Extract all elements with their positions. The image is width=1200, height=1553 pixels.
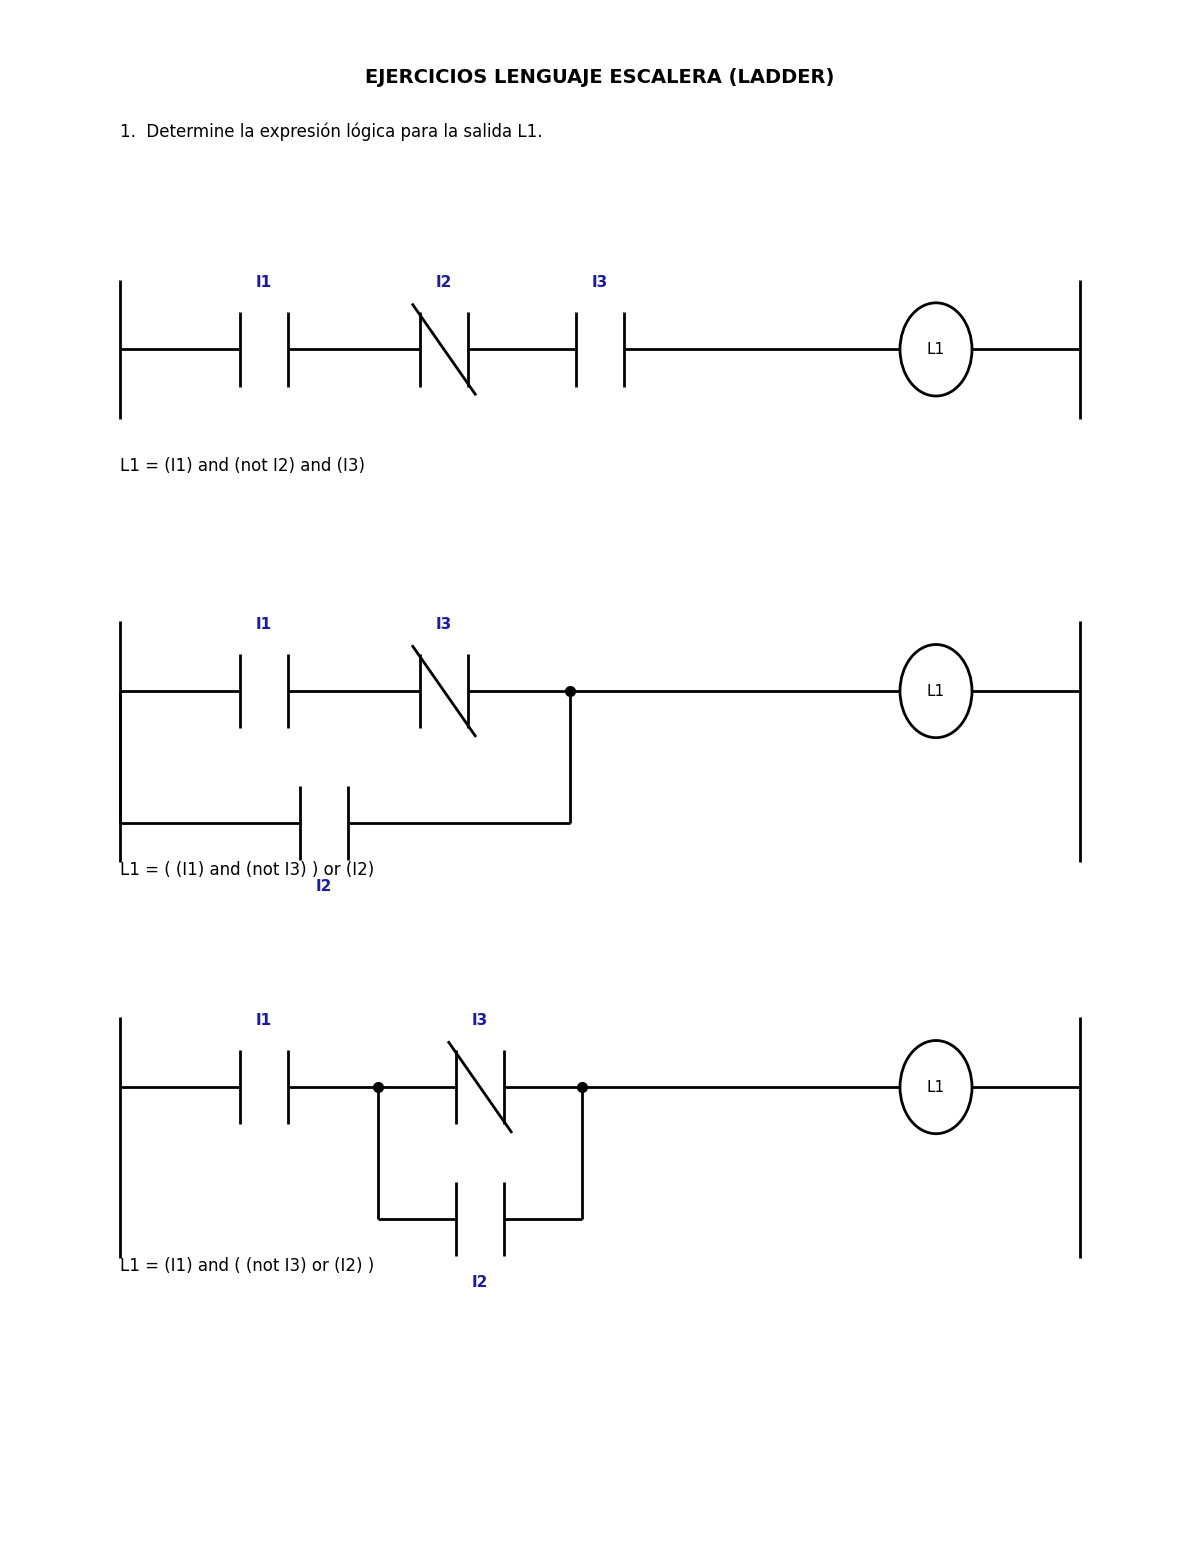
Text: I3: I3 [592,275,608,290]
Text: L1: L1 [926,1079,946,1095]
Text: I1: I1 [256,617,272,632]
Text: I3: I3 [436,617,452,632]
Text: I1: I1 [256,275,272,290]
Text: L1 = (I1) and (not I2) and (I3): L1 = (I1) and (not I2) and (I3) [120,457,365,475]
Text: L1 = (I1) and ( (not I3) or (I2) ): L1 = (I1) and ( (not I3) or (I2) ) [120,1256,374,1275]
Text: I2: I2 [316,879,332,895]
Text: I2: I2 [436,275,452,290]
Text: L1 = ( (I1) and (not I3) ) or (I2): L1 = ( (I1) and (not I3) ) or (I2) [120,860,374,879]
Text: L1: L1 [926,342,946,357]
Text: I2: I2 [472,1275,488,1291]
Text: I3: I3 [472,1013,488,1028]
Text: L1: L1 [926,683,946,699]
Text: I1: I1 [256,1013,272,1028]
Text: 1.  Determine la expresión lógica para la salida L1.: 1. Determine la expresión lógica para la… [120,123,542,141]
Text: EJERCICIOS LENGUAJE ESCALERA (LADDER): EJERCICIOS LENGUAJE ESCALERA (LADDER) [365,68,835,87]
